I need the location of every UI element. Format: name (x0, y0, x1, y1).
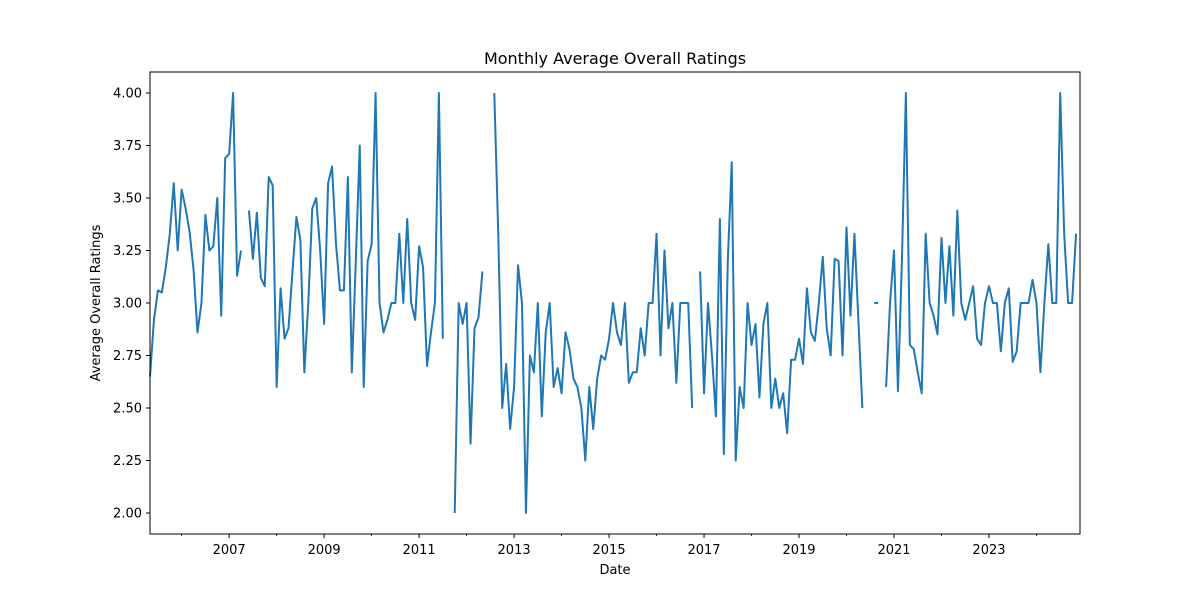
y-tick-label: 3.00 (113, 297, 142, 312)
x-tick-label: 2021 (877, 543, 910, 558)
x-tick-label: 2013 (498, 543, 531, 558)
series-line-segment (149, 92, 243, 377)
x-tick-label: 2023 (972, 543, 1005, 558)
y-tick-label: 2.75 (113, 349, 142, 364)
x-tick-label: 2017 (687, 543, 720, 558)
x-tick-label: 2015 (593, 543, 626, 558)
y-tick-label: 3.50 (113, 192, 142, 207)
y-tick-label: 2.00 (113, 507, 142, 522)
x-tick-label: 2007 (213, 543, 246, 558)
y-tick-label: 3.25 (113, 244, 142, 259)
x-tick-label: 2019 (782, 543, 815, 558)
y-tick-label: 2.25 (113, 454, 142, 469)
x-tick-label: 2011 (403, 543, 436, 558)
y-axis-label: Average Overall Ratings (89, 224, 104, 381)
series-line-segment (453, 271, 484, 514)
y-axis: 2.00 2.25 2.50 2.75 3.00 3.25 3.50 3.75 4.00 (113, 87, 150, 522)
series-line-segment (247, 92, 444, 388)
y-tick-label: 4.00 (113, 87, 142, 102)
plot-frame (149, 71, 1081, 535)
chart-title: Monthly Average Overall Ratings (484, 49, 746, 68)
y-tick-label: 3.75 (113, 139, 142, 154)
series-line-segment (699, 161, 864, 462)
series-line-segment (885, 92, 1078, 395)
series-group (149, 92, 1078, 514)
x-tick-label: 2009 (308, 543, 341, 558)
y-tick-label: 2.50 (113, 402, 142, 417)
series-line-segment (493, 92, 694, 514)
x-axis-label: Date (599, 563, 630, 578)
x-axis: 2007 2009 2011 2013 2015 2017 2019 2021 2023 (181, 534, 1037, 558)
